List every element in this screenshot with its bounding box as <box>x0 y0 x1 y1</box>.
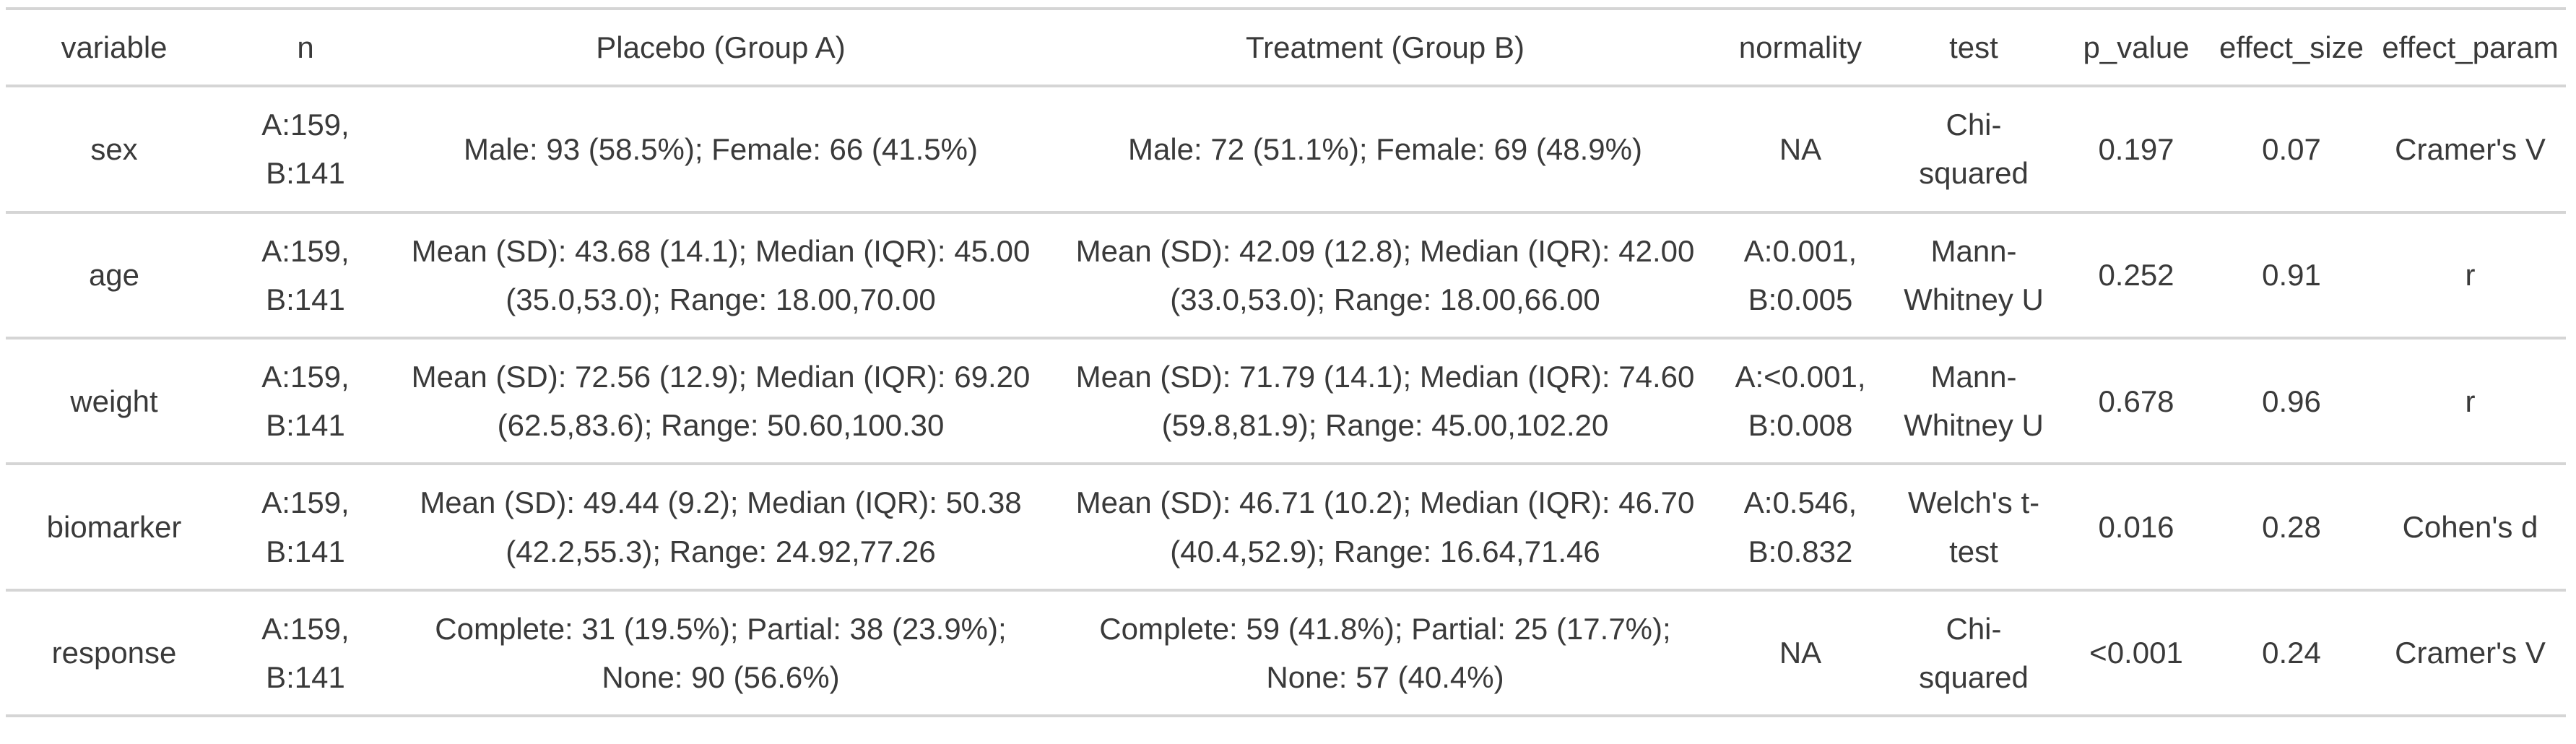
table-cell: r <box>2465 384 2476 418</box>
table-cell: Mean (SD): 43.68 (14.1); Median (IQR): 4… <box>411 233 1031 316</box>
column-header-treatment: Treatment (Group B) <box>1246 30 1525 64</box>
table-cell: Chi-squared <box>1919 611 2029 694</box>
table-cell: A:<0.001, B:0.008 <box>1735 359 1866 443</box>
table-cell: 0.016 <box>2098 509 2174 544</box>
column-header-effect-size: effect_size <box>2219 30 2364 64</box>
table-cell: Welch's t-test <box>1907 485 2040 568</box>
table-cell: Chi-squared <box>1919 108 2029 191</box>
table-cell: A:159, B:141 <box>261 108 350 191</box>
table-cell: Cohen's d <box>2402 509 2538 544</box>
table-cell: NA <box>1779 636 1822 670</box>
table-row-age: age A:159, B:141 Mean (SD): 43.68 (14.1)… <box>6 212 2566 338</box>
table-cell: Mean (SD): 49.44 (9.2); Median (IQR): 50… <box>420 485 1022 568</box>
column-header-effect-param: effect_param <box>2382 30 2559 64</box>
table-cell: 0.07 <box>2262 131 2321 166</box>
table-cell: Mean (SD): 72.56 (12.9); Median (IQR): 6… <box>411 359 1031 443</box>
table-cell: Mean (SD): 46.71 (10.2); Median (IQR): 4… <box>1075 485 1695 568</box>
table-cell: A:0.001, B:0.005 <box>1743 233 1857 316</box>
table-row-response: response A:159, B:141 Complete: 31 (19.5… <box>6 590 2566 717</box>
table-cell: 0.96 <box>2262 384 2321 418</box>
table-cell: A:159, B:141 <box>261 611 350 694</box>
table-cell: 0.252 <box>2098 258 2174 293</box>
header-row: variable n Placebo (Group A) Treatment (… <box>6 9 2566 87</box>
column-header-n: n <box>297 30 314 64</box>
table-row-biomarker: biomarker A:159, B:141 Mean (SD): 49.44 … <box>6 464 2566 590</box>
table-cell: biomarker <box>46 509 182 544</box>
table-cell: Cramer's V <box>2395 131 2546 166</box>
table-cell: Mann-Whitney U <box>1904 359 2044 443</box>
column-header-variable: variable <box>61 30 168 64</box>
table-cell: <0.001 <box>2089 636 2183 670</box>
column-header-normality: normality <box>1738 30 1862 64</box>
table-row-sex: sex A:159, B:141 Male: 93 (58.5%); Femal… <box>6 86 2566 212</box>
table-cell: A:0.546, B:0.832 <box>1743 485 1857 568</box>
table-cell: age <box>88 258 140 293</box>
column-header-test: test <box>1949 30 1998 64</box>
table-cell: Mann-Whitney U <box>1904 233 2044 316</box>
table-cell: Cramer's V <box>2395 636 2546 670</box>
table-cell: Mean (SD): 71.79 (14.1); Median (IQR): 7… <box>1075 359 1695 443</box>
summary-table: variable n Placebo (Group A) Treatment (… <box>6 7 2566 717</box>
table-cell: Male: 72 (51.1%); Female: 69 (48.9%) <box>1128 131 1642 166</box>
table-cell: NA <box>1779 131 1822 166</box>
table-cell: 0.678 <box>2098 384 2174 418</box>
table-cell: Complete: 31 (19.5%); Partial: 38 (23.9%… <box>435 611 1007 694</box>
table-row-weight: weight A:159, B:141 Mean (SD): 72.56 (12… <box>6 338 2566 464</box>
table-cell: response <box>51 636 177 670</box>
table-cell: Male: 93 (58.5%); Female: 66 (41.5%) <box>464 131 978 166</box>
table-cell: A:159, B:141 <box>261 359 350 443</box>
table-cell: A:159, B:141 <box>261 233 350 316</box>
column-header-placebo: Placebo (Group A) <box>596 30 846 64</box>
table-cell: r <box>2465 258 2476 293</box>
table-cell: 0.28 <box>2262 509 2321 544</box>
table-cell: sex <box>90 131 138 166</box>
column-header-p-value: p_value <box>2083 30 2190 64</box>
table-cell: A:159, B:141 <box>261 485 350 568</box>
table-cell: weight <box>70 384 158 418</box>
table-cell: Complete: 59 (41.8%); Partial: 25 (17.7%… <box>1099 611 1671 694</box>
table-cell: 0.24 <box>2262 636 2321 670</box>
table-cell: 0.91 <box>2262 258 2321 293</box>
table-cell: 0.197 <box>2098 131 2174 166</box>
table-cell: Mean (SD): 42.09 (12.8); Median (IQR): 4… <box>1075 233 1695 316</box>
